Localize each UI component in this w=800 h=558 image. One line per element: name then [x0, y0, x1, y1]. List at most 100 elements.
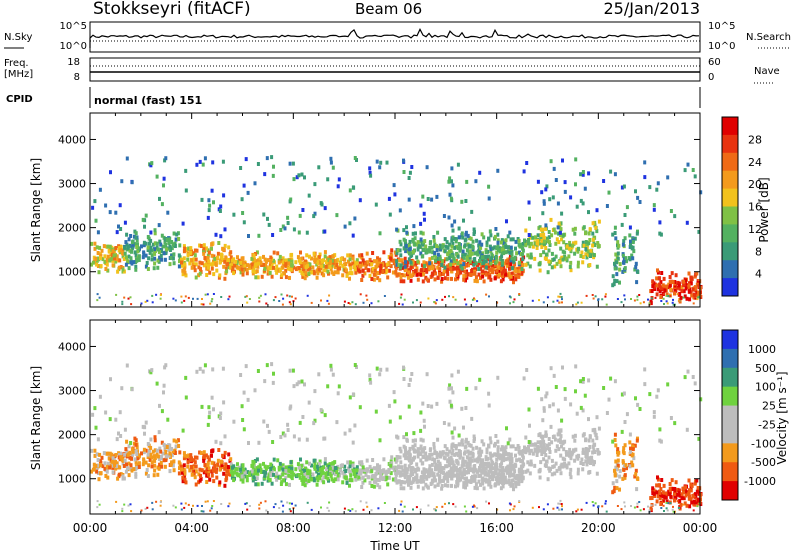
velocity-cell [557, 432, 560, 436]
velocity-cell [149, 446, 152, 450]
power-cell [416, 299, 418, 301]
power-cell [451, 245, 454, 249]
power-cell [366, 252, 369, 256]
power-cell [268, 223, 271, 227]
power-cell [472, 263, 475, 267]
power-cell [469, 260, 472, 264]
velocity-cell [569, 402, 572, 406]
power-cell [195, 258, 198, 262]
power-cell [125, 256, 128, 260]
power-cell [291, 296, 293, 298]
velocity-cell [690, 501, 693, 505]
velocity-cell [399, 447, 402, 451]
velocity-cell [588, 445, 591, 449]
velocity-cell [460, 407, 463, 411]
power-cell [170, 240, 173, 244]
velocity-cell [232, 478, 235, 482]
power-cell [207, 216, 210, 220]
power-cell [407, 270, 410, 274]
velocity-cell [663, 500, 665, 502]
velocity-cell [220, 460, 223, 464]
velocity-cell [135, 452, 138, 456]
power-cell [378, 278, 381, 282]
velocity-cell [334, 477, 337, 481]
power-cell [386, 161, 389, 165]
power-cell [215, 233, 218, 237]
power-cell [584, 187, 587, 191]
power-cell [419, 222, 422, 226]
power-cell [379, 161, 382, 165]
power-cell [543, 202, 546, 206]
power-cell [386, 263, 389, 267]
velocity-cell [495, 463, 498, 467]
power-cell [579, 172, 582, 176]
velocity-cell [533, 464, 536, 468]
velocity-cell [388, 476, 391, 480]
velocity-cell [653, 410, 656, 414]
velocity-cell [548, 456, 551, 460]
velocity-cell [271, 440, 274, 444]
power-cell [393, 192, 396, 196]
velocity-cell [130, 457, 133, 461]
power-cell [547, 270, 550, 274]
velocity-cell [474, 386, 477, 390]
velocity-cell [436, 455, 439, 459]
velocity-cell [441, 452, 444, 456]
power-cell [527, 242, 530, 246]
velocity-cell [405, 432, 408, 436]
velocity-cell [349, 464, 352, 468]
velocity-cell [311, 509, 313, 511]
velocity-cell [311, 472, 314, 476]
velocity-cell [326, 507, 328, 509]
velocity-cell [634, 507, 636, 509]
velocity-cell [540, 397, 543, 401]
power-cell [693, 302, 695, 304]
power-cell [456, 261, 459, 265]
velocity-cell [402, 366, 405, 370]
velocity-cell [564, 387, 567, 391]
power-cell [188, 297, 190, 299]
power-cell [339, 261, 342, 265]
power-cell [539, 253, 542, 257]
power-cell [242, 273, 245, 277]
velocity-cell [354, 478, 357, 482]
velocity-cell [470, 417, 473, 421]
velocity-cell [211, 474, 214, 478]
power-cell [542, 233, 545, 237]
velocity-cell [412, 447, 415, 451]
power-cell [588, 263, 591, 267]
velocity-cell [180, 468, 183, 472]
power-cell [338, 177, 341, 181]
power-cell [121, 251, 124, 255]
power-cell [265, 303, 267, 305]
velocity-cell [545, 460, 548, 464]
velocity-cell [559, 467, 562, 471]
power-cell [636, 296, 638, 298]
power-cell [449, 267, 452, 271]
velocity-cell [501, 468, 504, 472]
velocity-cell [647, 506, 649, 508]
velocity-cell [481, 462, 484, 466]
velocity-cell [275, 503, 277, 505]
velocity-cell [529, 471, 532, 475]
power-cell [521, 253, 524, 257]
power-cell [436, 248, 439, 252]
velocity-cell [279, 462, 282, 466]
power-cell [451, 183, 454, 187]
power-cell [554, 242, 557, 246]
power-cell [150, 248, 153, 252]
power-cell [615, 272, 618, 276]
power-cell [170, 256, 173, 260]
velocity-cell [185, 502, 187, 504]
velocity-cell [223, 484, 226, 488]
power-cell [545, 257, 548, 261]
velocity-cell [571, 451, 574, 455]
power-cell [195, 163, 198, 167]
power-cell [684, 168, 687, 172]
power-cell [282, 298, 284, 300]
power-cell [316, 271, 319, 275]
power-cell [381, 270, 384, 274]
power-cell [125, 233, 128, 237]
velocity-cell [369, 381, 372, 385]
velocity-cell [140, 451, 143, 455]
